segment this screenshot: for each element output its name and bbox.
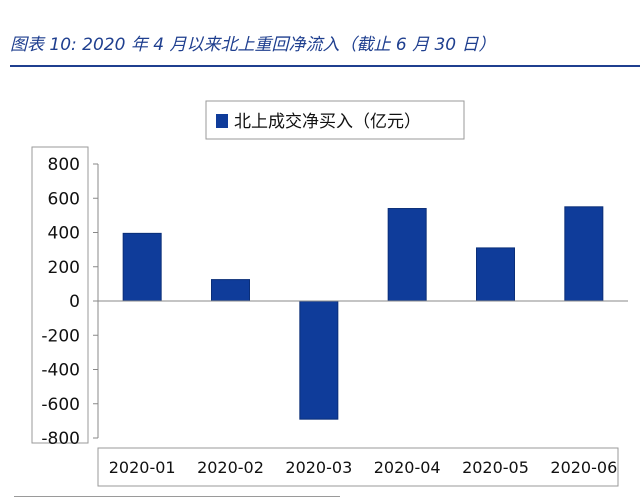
figure-caption: 图表 10: 2020 年 4 月以来北上重回净流入（截止 6 月 30 日） bbox=[10, 35, 496, 55]
caption-rule bbox=[10, 65, 640, 67]
bar-2020-03 bbox=[299, 300, 339, 420]
y-axis-ticks: 800 600 400 200 0 -200 -400 -600 -800 bbox=[41, 155, 98, 449]
x-tick-label: 2020-06 bbox=[550, 458, 617, 477]
x-tick-label: 2020-04 bbox=[374, 458, 441, 477]
footer-rule bbox=[14, 496, 340, 497]
bar-2020-06 bbox=[564, 206, 604, 302]
bars-group bbox=[122, 206, 604, 420]
y-axis-label-box bbox=[31, 146, 89, 444]
legend-label: 北上成交净买入（亿元） bbox=[234, 112, 421, 132]
bar-2020-01 bbox=[122, 232, 162, 302]
x-axis-ticks: 2020-01 2020-02 2020-03 2020-04 2020-05 2020-… bbox=[109, 458, 618, 477]
y-tick-label: 600 bbox=[48, 189, 80, 209]
bar-2020-04 bbox=[387, 208, 427, 302]
y-tick-label: -400 bbox=[41, 361, 80, 381]
bar-2020-02 bbox=[211, 279, 250, 302]
x-axis-label-box bbox=[97, 447, 619, 487]
legend-swatch bbox=[216, 114, 228, 128]
y-tick-label: 200 bbox=[48, 258, 80, 278]
y-tick-label: 800 bbox=[48, 155, 80, 175]
legend-box bbox=[205, 100, 465, 140]
x-tick-label: 2020-03 bbox=[285, 458, 352, 477]
y-tick-label: 0 bbox=[69, 292, 80, 312]
x-tick-label: 2020-01 bbox=[109, 458, 176, 477]
y-tick-label: -600 bbox=[41, 395, 80, 415]
y-tick-label: 400 bbox=[48, 224, 80, 244]
y-tick-label: -200 bbox=[41, 326, 80, 346]
x-tick-label: 2020-05 bbox=[462, 458, 529, 477]
y-tick-label: -800 bbox=[41, 429, 80, 449]
bar-2020-05 bbox=[476, 247, 515, 302]
x-tick-label: 2020-02 bbox=[197, 458, 264, 477]
